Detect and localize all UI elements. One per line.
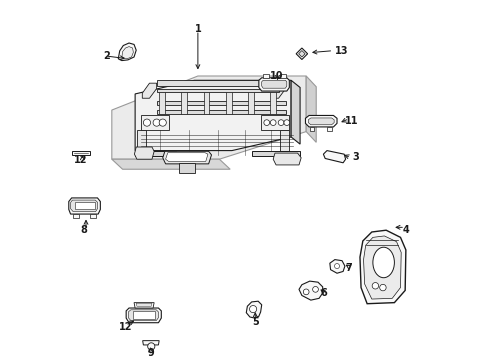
Polygon shape [260,116,289,130]
Polygon shape [89,214,96,219]
Polygon shape [323,150,345,163]
Polygon shape [305,116,336,127]
Circle shape [303,289,308,295]
Text: 2: 2 [103,51,110,61]
Polygon shape [263,74,268,78]
Polygon shape [156,80,278,86]
Polygon shape [298,50,305,57]
Polygon shape [163,151,211,164]
Polygon shape [329,260,344,273]
Text: 4: 4 [402,225,408,235]
Circle shape [143,119,150,126]
Polygon shape [251,150,300,156]
Polygon shape [126,308,161,323]
Circle shape [371,283,378,289]
Polygon shape [246,301,261,318]
Polygon shape [142,341,159,345]
Polygon shape [156,101,285,105]
Circle shape [284,120,289,126]
Polygon shape [359,230,405,304]
Polygon shape [305,76,316,142]
Text: 13: 13 [334,46,347,56]
Polygon shape [280,74,285,78]
Polygon shape [326,127,331,131]
Text: 1: 1 [194,24,201,35]
Polygon shape [298,281,322,300]
Text: 12: 12 [73,155,87,165]
Polygon shape [273,153,301,165]
Polygon shape [309,127,314,131]
Polygon shape [179,163,195,173]
Polygon shape [270,92,276,114]
Polygon shape [290,80,300,144]
Circle shape [334,264,339,269]
Polygon shape [73,214,79,219]
Polygon shape [69,198,100,214]
Polygon shape [159,92,164,114]
Circle shape [159,119,166,126]
Polygon shape [225,92,231,114]
Polygon shape [112,76,305,159]
Polygon shape [142,83,156,98]
Polygon shape [137,130,145,151]
Polygon shape [261,80,286,88]
Text: 10: 10 [269,71,283,81]
Text: 6: 6 [319,288,326,298]
Text: 5: 5 [251,317,258,327]
Text: 11: 11 [345,116,358,126]
Circle shape [153,119,160,126]
Polygon shape [118,43,136,60]
Polygon shape [112,159,230,169]
Polygon shape [165,153,207,161]
Text: 12: 12 [119,322,133,332]
Polygon shape [140,116,169,130]
Polygon shape [136,303,152,306]
Text: 8: 8 [80,225,87,235]
Polygon shape [258,78,289,91]
Polygon shape [203,92,209,114]
Circle shape [147,343,155,350]
Polygon shape [134,303,154,308]
Polygon shape [156,110,285,114]
Circle shape [278,120,284,126]
Polygon shape [70,200,97,212]
Circle shape [379,284,386,291]
Circle shape [264,120,269,126]
Polygon shape [280,130,289,151]
Polygon shape [134,147,154,159]
Polygon shape [135,80,290,150]
Polygon shape [122,46,133,59]
Polygon shape [271,83,285,98]
Circle shape [270,120,276,126]
Circle shape [249,306,256,313]
Polygon shape [296,48,307,59]
Text: 9: 9 [147,348,154,358]
Polygon shape [308,118,333,125]
Polygon shape [128,310,158,320]
Circle shape [312,287,318,292]
Polygon shape [156,89,278,92]
Polygon shape [72,150,89,155]
Polygon shape [135,150,176,156]
Polygon shape [247,92,253,114]
Polygon shape [181,92,187,114]
Polygon shape [363,236,400,299]
Text: 3: 3 [351,152,358,162]
Text: 7: 7 [345,263,351,273]
Ellipse shape [372,247,394,278]
Polygon shape [75,202,94,210]
Polygon shape [133,311,155,319]
